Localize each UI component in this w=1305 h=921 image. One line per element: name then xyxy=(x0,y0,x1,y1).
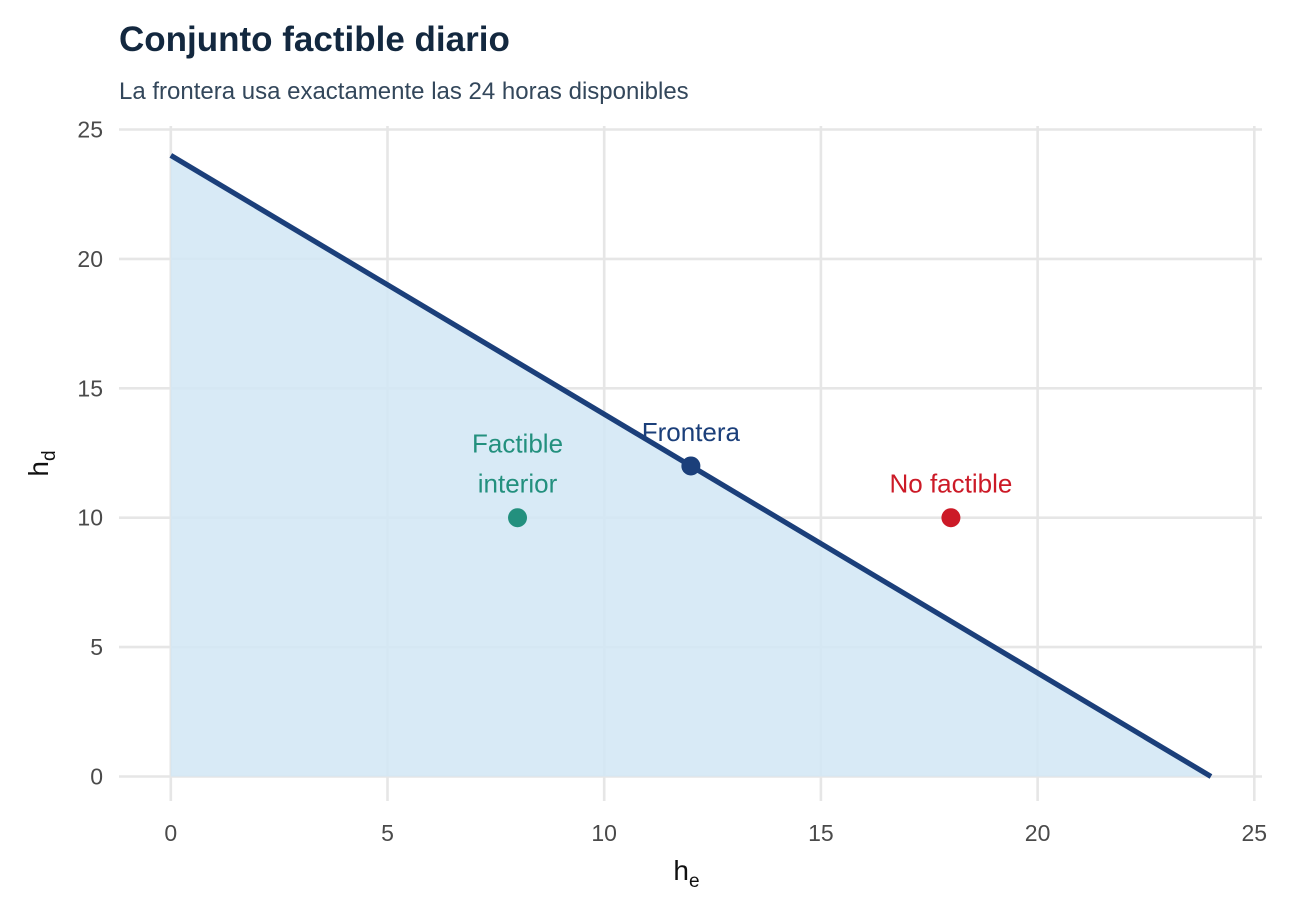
chart-subtitle: La frontera usa exactamente las 24 horas… xyxy=(119,78,689,105)
point-label: No factible xyxy=(889,469,1012,499)
data-point xyxy=(681,456,701,476)
y-axis-title: hd xyxy=(23,450,60,476)
point-label: Frontera xyxy=(642,417,741,447)
y-tick-label: 5 xyxy=(90,634,103,660)
axis-titles: he hd xyxy=(23,450,700,892)
chart-title: Conjunto factible diario xyxy=(119,20,510,59)
y-tick-label: 20 xyxy=(77,246,103,272)
x-tick-label: 0 xyxy=(164,820,177,846)
point-label: interior xyxy=(478,469,558,499)
x-tick-label: 15 xyxy=(808,820,834,846)
points-layer: Factible interior Frontera No factible xyxy=(472,417,1012,528)
x-tick-label: 5 xyxy=(381,820,394,846)
tick-labels: 0 5 10 15 20 25 0 5 10 15 20 25 xyxy=(77,117,1267,847)
y-tick-label: 25 xyxy=(77,117,103,143)
data-point xyxy=(508,508,528,528)
y-tick-label: 10 xyxy=(77,505,103,531)
x-tick-label: 10 xyxy=(591,820,617,846)
data-point xyxy=(941,508,961,528)
x-axis-title: he xyxy=(673,855,699,892)
x-tick-label: 20 xyxy=(1025,820,1051,846)
y-tick-label: 15 xyxy=(77,375,103,401)
x-tick-label: 25 xyxy=(1242,820,1268,846)
y-tick-label: 0 xyxy=(90,764,103,790)
point-label: Factible xyxy=(472,429,563,459)
